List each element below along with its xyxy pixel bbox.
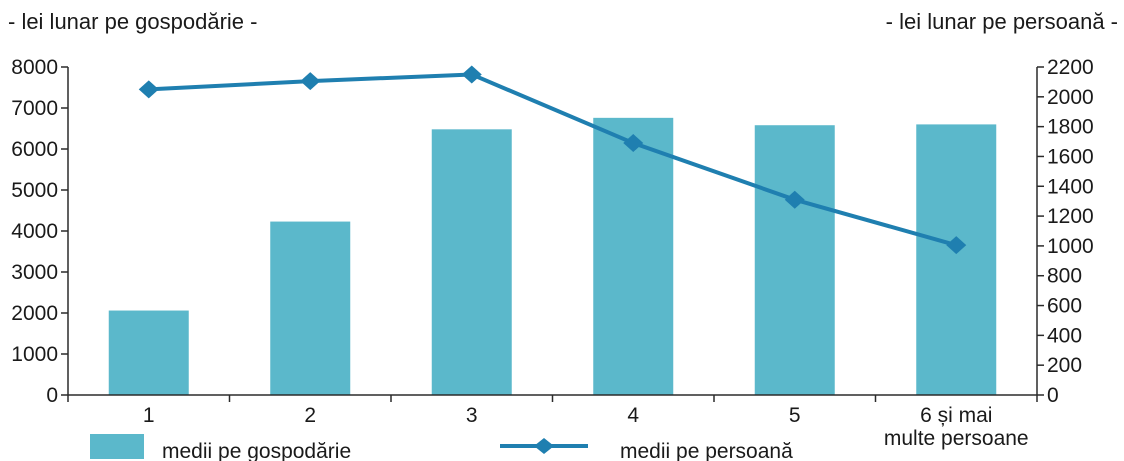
line-series: [138, 65, 967, 255]
left-tick-label: 8000: [11, 56, 58, 79]
right-tick-label: 0: [1047, 384, 1059, 407]
left-tick-label: 7000: [11, 97, 58, 120]
series-line: [148, 72, 957, 248]
bar: [593, 117, 674, 395]
right-tick-label: 200: [1047, 354, 1082, 377]
legend-line-marker: [534, 438, 554, 454]
bar: [431, 129, 512, 395]
right-tick-label: 1000: [1047, 235, 1094, 258]
x-tick-label: 5: [789, 404, 801, 427]
legend-bar-swatch: [90, 434, 144, 459]
line-point: [461, 65, 482, 84]
right-tick-label: 2200: [1047, 56, 1094, 79]
right-axis-label: - lei lunar pe persoană -: [886, 9, 1118, 34]
left-tick-label: 3000: [11, 261, 58, 284]
bar: [270, 221, 351, 395]
bar: [754, 125, 835, 395]
x-tick-label: 4: [627, 404, 639, 427]
x-tick-label: 1: [143, 404, 155, 427]
line-point: [623, 134, 644, 153]
right-tick-label: 2000: [1047, 86, 1094, 109]
left-tick-label: 5000: [11, 179, 58, 202]
left-tick-label: 4000: [11, 220, 58, 243]
x-tick-label: 3: [466, 404, 478, 427]
left-tick-label: 6000: [11, 138, 58, 161]
bar: [108, 310, 189, 395]
right-tick-label: 600: [1047, 295, 1082, 318]
legend: medii pe gospodărie medii pe persoană: [90, 434, 793, 461]
right-tick-label: 1400: [1047, 175, 1094, 198]
line-point: [138, 80, 159, 99]
left-tick-label: 1000: [11, 343, 58, 366]
x-tick-label: 2: [304, 404, 316, 427]
line-point: [300, 72, 321, 91]
right-tick-label: 1800: [1047, 116, 1094, 139]
legend-bar-label: medii pe gospodărie: [162, 440, 351, 461]
legend-line-label: medii pe persoană: [620, 440, 793, 461]
line-point: [784, 190, 805, 209]
bar-series: [108, 117, 997, 396]
left-tick-label: 0: [46, 384, 58, 407]
line-point: [946, 236, 967, 255]
x-tick-label: 6 și mai multe persoane: [884, 404, 1029, 450]
right-tick-label: 1200: [1047, 205, 1094, 228]
left-tick-label: 2000: [11, 302, 58, 325]
axes: 0 1000 2000 3000 4000 5000 6000 7000 8000 0 200 400…: [11, 56, 1093, 450]
left-axis-label: - lei lunar pe gospodărie -: [8, 9, 257, 34]
bar: [916, 124, 997, 396]
right-tick-label: 800: [1047, 265, 1082, 288]
right-tick-label: 1600: [1047, 145, 1094, 168]
right-tick-label: 400: [1047, 324, 1082, 347]
